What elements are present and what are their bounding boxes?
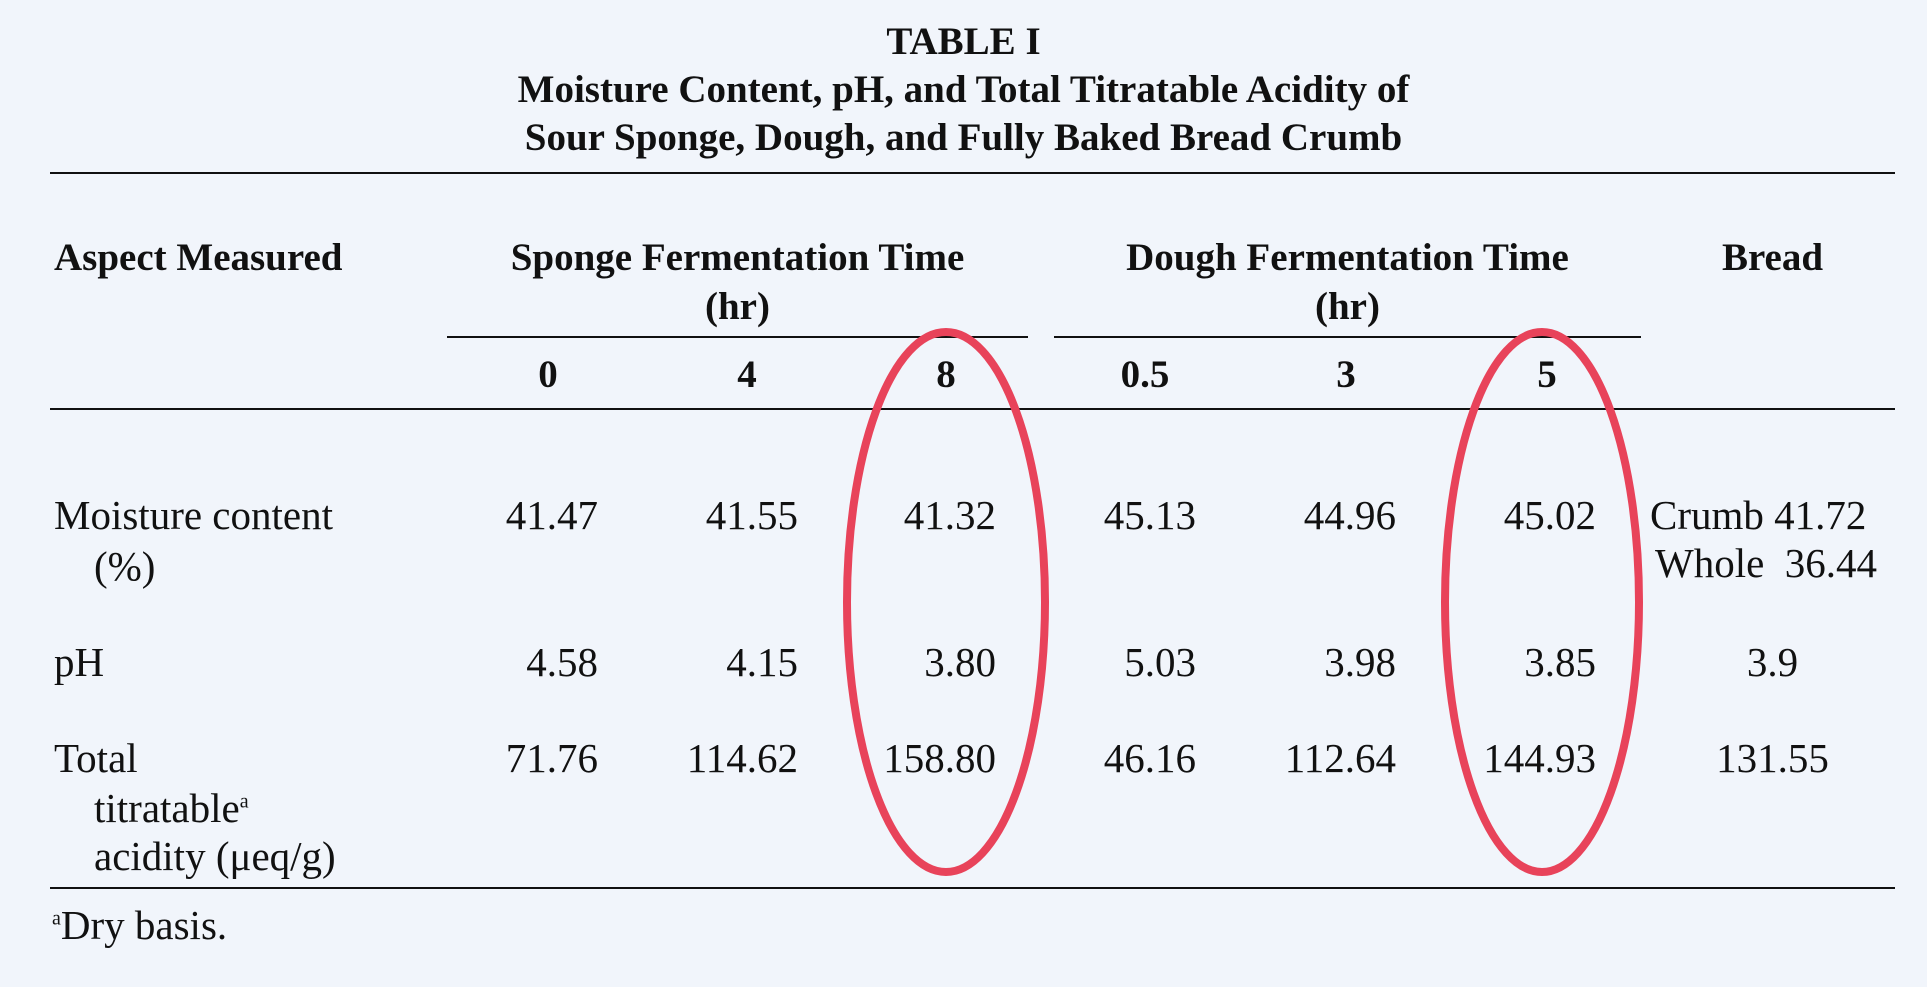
table-cell: 3.85	[1524, 639, 1596, 685]
table-cell: 45.02	[1503, 492, 1596, 538]
footnote: aDry basis.	[52, 905, 227, 946]
header-sponge-time-4: 4	[737, 353, 757, 396]
table-cell: 71.76	[505, 735, 598, 781]
highlight-ellipse-dough-5	[1441, 328, 1643, 876]
highlight-ellipse-sponge-8	[843, 328, 1049, 876]
header-dough-time-5: 5	[1537, 353, 1557, 396]
table-cell: 41.55	[705, 492, 798, 538]
header-bread: Bread	[1721, 236, 1824, 279]
header-dough-time-3: 3	[1336, 353, 1356, 396]
row-label-titratable: titratablea	[94, 788, 249, 829]
header-dough-fermentation: Dough Fermentation Time	[1126, 236, 1569, 279]
header-dough-time-0-5: 0.5	[1120, 353, 1170, 396]
table-cell: 46.16	[1103, 735, 1196, 781]
row-label-moisture-unit: (%)	[94, 543, 156, 589]
header-dough-unit: (hr)	[1315, 285, 1380, 328]
sponge-header-rule	[447, 336, 1028, 338]
row-label-total: Total	[54, 735, 138, 781]
header-sponge-unit: (hr)	[705, 285, 770, 328]
row-label-ph: pH	[54, 639, 105, 685]
table-cell: 3.98	[1324, 639, 1396, 685]
header-aspect-measured: Aspect Measured	[54, 236, 343, 279]
table-cell: 112.64	[1284, 735, 1396, 781]
row-label-acidity: acidity (μeq/g)	[94, 833, 336, 879]
bread-cell-whole: Whole 36.44	[1655, 540, 1878, 586]
footnote-mark: a	[52, 907, 61, 930]
table-title: TABLE I	[886, 20, 1041, 63]
header-sponge-time-8: 8	[936, 353, 956, 396]
row-label-moisture: Moisture content	[54, 492, 333, 538]
table-cell: 41.47	[505, 492, 598, 538]
bread-cell-crumb: Crumb 41.72	[1650, 492, 1867, 538]
table-cell: 4.58	[526, 639, 598, 685]
table-subtitle-line2: Sour Sponge, Dough, and Fully Baked Brea…	[524, 116, 1403, 159]
top-rule	[50, 172, 1895, 174]
table-cell: 4.15	[726, 639, 798, 685]
table-bottom-rule	[50, 887, 1895, 889]
table-subtitle-line1: Moisture Content, pH, and Total Titratab…	[517, 68, 1410, 111]
dough-header-rule	[1054, 336, 1641, 338]
table-cell: 44.96	[1303, 492, 1396, 538]
table-cell: 114.62	[686, 735, 798, 781]
footnote-mark-superscript: a	[239, 790, 249, 813]
footnote-text: Dry basis.	[60, 902, 228, 948]
header-sponge-time-0: 0	[538, 353, 558, 396]
header-sponge-fermentation: Sponge Fermentation Time	[510, 236, 965, 279]
table-cell: 158.80	[883, 735, 996, 781]
table-cell: 3.80	[924, 639, 996, 685]
table-cell: 144.93	[1483, 735, 1596, 781]
table-cell: 5.03	[1124, 639, 1196, 685]
table-cell: 41.32	[903, 492, 996, 538]
bread-cell-ph: 3.9	[1746, 639, 1799, 685]
bread-cell-acidity: 131.55	[1716, 735, 1829, 781]
row-label-titratable-text: titratable	[94, 785, 240, 831]
header-bottom-rule	[50, 408, 1895, 410]
table-cell: 45.13	[1103, 492, 1196, 538]
